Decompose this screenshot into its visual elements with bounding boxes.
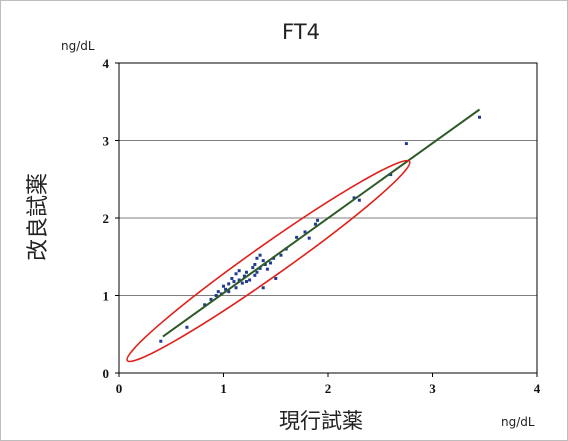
data-point-36 bbox=[279, 253, 283, 257]
data-point-14 bbox=[234, 272, 238, 276]
tick-labels: 0 1 2 3 4 0 1 2 3 4 bbox=[103, 56, 541, 396]
data-point-23 bbox=[253, 263, 257, 266]
data-point-46 bbox=[404, 142, 408, 146]
data-point-8 bbox=[224, 287, 228, 291]
data-point-38 bbox=[295, 235, 299, 239]
regression-line bbox=[162, 108, 481, 338]
data-point-9 bbox=[227, 282, 231, 286]
data-point-42 bbox=[316, 218, 320, 222]
data-point-28 bbox=[258, 266, 262, 270]
data-point-39 bbox=[303, 230, 307, 234]
data-point-11 bbox=[230, 276, 234, 280]
x-tick-label-4: 4 bbox=[534, 381, 541, 396]
data-point-17 bbox=[240, 281, 244, 285]
data-point-0 bbox=[159, 339, 163, 343]
data-point-13 bbox=[234, 286, 238, 290]
data-point-2 bbox=[203, 303, 207, 307]
data-point-40 bbox=[307, 236, 311, 240]
data-point-12 bbox=[232, 280, 236, 284]
data-point-26 bbox=[255, 270, 259, 274]
data-point-47 bbox=[478, 115, 482, 119]
data-point-18 bbox=[242, 274, 246, 278]
data-point-31 bbox=[263, 263, 267, 266]
data-point-3 bbox=[209, 297, 213, 301]
data-point-27 bbox=[258, 253, 262, 257]
data-points bbox=[159, 115, 482, 343]
axes-layer bbox=[115, 62, 538, 377]
y-tick-label-3: 3 bbox=[103, 134, 110, 149]
data-point-22 bbox=[251, 266, 255, 270]
x-tick-label-2: 2 bbox=[325, 381, 332, 396]
data-point-41 bbox=[313, 222, 317, 226]
annotation-layer bbox=[126, 108, 481, 363]
data-point-32 bbox=[265, 267, 269, 271]
y-tick-label-4: 4 bbox=[103, 56, 110, 71]
data-point-24 bbox=[253, 273, 257, 277]
y-tick-label-1: 1 bbox=[103, 289, 110, 304]
data-point-19 bbox=[244, 270, 248, 274]
data-point-10 bbox=[227, 290, 231, 294]
y-tick-label-0: 0 bbox=[103, 366, 110, 381]
data-point-4 bbox=[214, 294, 218, 297]
x-axis-label: 現行試薬 bbox=[279, 409, 363, 433]
data-point-29 bbox=[261, 259, 265, 263]
y-axis-label: 改良試薬 bbox=[26, 173, 51, 261]
data-point-15 bbox=[237, 269, 241, 273]
data-point-20 bbox=[244, 280, 248, 284]
data-point-1 bbox=[185, 325, 189, 329]
data-point-44 bbox=[357, 198, 361, 202]
x-tick-label-3: 3 bbox=[429, 381, 436, 396]
data-point-7 bbox=[222, 284, 225, 288]
chart-title: FT4 bbox=[282, 20, 320, 44]
y-axis-unit: ng/dL bbox=[61, 39, 95, 53]
data-point-33 bbox=[269, 261, 273, 265]
data-point-16 bbox=[237, 278, 241, 282]
x-tick-label-0: 0 bbox=[116, 381, 123, 396]
data-point-43 bbox=[352, 196, 356, 200]
highlight-ellipse bbox=[126, 159, 411, 363]
data-point-5 bbox=[216, 290, 220, 294]
y-tick-label-2: 2 bbox=[103, 211, 110, 226]
data-point-35 bbox=[274, 276, 278, 280]
x-axis-unit: ng/dL bbox=[501, 415, 535, 429]
x-tick-label-1: 1 bbox=[220, 381, 227, 396]
data-point-45 bbox=[389, 173, 393, 177]
data-point-30 bbox=[261, 286, 265, 290]
data-point-25 bbox=[255, 256, 259, 260]
data-point-21 bbox=[248, 278, 252, 282]
